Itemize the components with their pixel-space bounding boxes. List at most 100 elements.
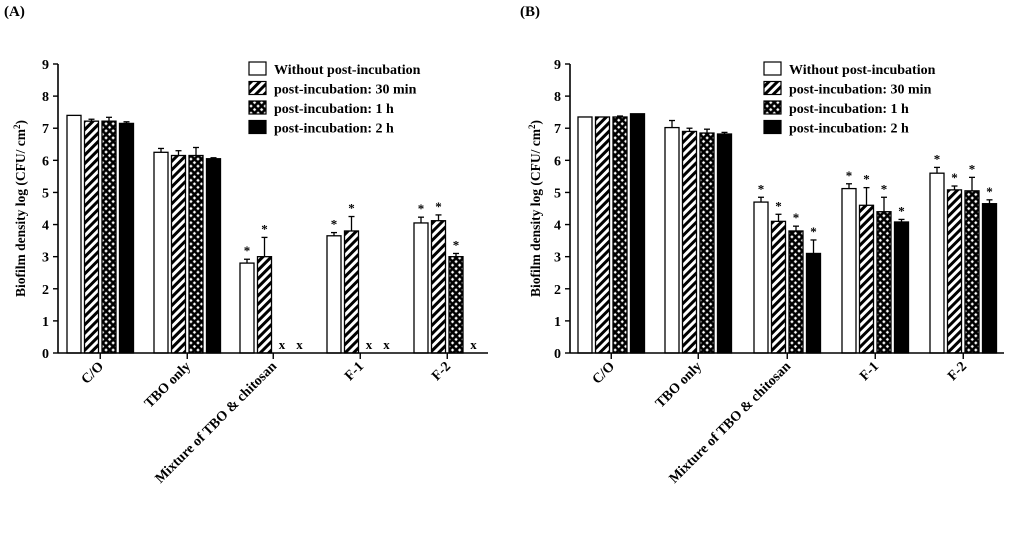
bar [770,220,787,354]
bar [929,172,945,354]
bar [205,158,222,354]
significance-mark: * [348,201,355,216]
bar [448,256,464,354]
panel-a: (A) 0 1 2 3 4 5 6 7 8 9 Biofilm density log (CFU/ c… [4,4,488,487]
bar [893,221,910,354]
legend-swatch [763,100,782,115]
bar [716,133,733,354]
bar [83,120,100,354]
panel-label: (A) [4,4,25,20]
legend-label: post-incubation: 2 h [274,122,394,137]
y-tick-label: 2 [554,283,561,298]
panel-label: (B) [520,4,540,20]
bar [788,230,804,354]
y-tick-label: 6 [42,154,49,169]
x-tick-label: C/O [79,359,107,387]
significance-mark: * [244,243,251,258]
bar [577,116,593,354]
y-tick-label: 4 [554,219,561,234]
no-data-x-mark: x [296,337,303,352]
bar [188,154,204,354]
bar [66,114,82,354]
legend-label: post-incubation: 1 h [789,102,909,117]
bar [805,252,822,354]
significance-mark: * [435,199,442,214]
x-tick-label: F-2 [429,359,454,384]
significance-mark: * [775,198,782,213]
bar [239,262,255,354]
significance-mark: * [934,151,941,166]
legend-label: Without post-incubation [274,63,421,78]
legend-swatch [763,61,782,76]
significance-mark: * [453,237,460,252]
significance-mark: * [951,170,958,185]
legend-label: post-incubation: 30 min [789,83,932,98]
y-tick-label: 8 [554,90,561,105]
bar [153,151,169,354]
no-data-x-mark: x [366,337,373,352]
bar [430,220,447,354]
y-tick-label: 6 [554,154,561,169]
y-axis-label: Biofilm density log (CFU/ cm2) [527,120,543,297]
bar [753,201,769,354]
y-tick-label: 8 [42,90,49,105]
significance-mark: * [986,184,993,199]
y-tick-label: 7 [42,122,49,137]
y-tick-label: 7 [554,122,561,137]
x-tick-label: TBO only [142,359,194,411]
bar [413,222,429,354]
bar [326,235,342,354]
y-tick-label: 1 [554,315,561,330]
bar [629,113,646,354]
bar [664,126,680,354]
x-tick-label: TBO only [653,359,705,411]
bar [594,116,611,354]
legend-swatch [248,119,267,135]
x-tick-label: F-1 [857,359,882,384]
y-tick-label: 4 [42,219,49,234]
legend-swatch [248,61,267,76]
y-tick-label: 0 [554,347,561,362]
y-tick-label: 5 [554,186,561,201]
bar [170,154,187,354]
no-data-x-mark: x [279,337,286,352]
significance-mark: * [846,168,853,183]
significance-mark: * [331,217,338,232]
bar [876,211,892,354]
bar [343,230,360,354]
bar [699,132,715,354]
bar [841,187,857,354]
legend-swatch [763,119,782,135]
significance-mark: * [793,210,800,225]
legend-label: post-incubation: 30 min [274,83,417,98]
bar [118,122,135,354]
x-tick-label: F-2 [945,359,970,384]
significance-mark: * [810,224,817,239]
bar [612,116,628,354]
significance-mark: * [898,203,905,218]
bar [101,120,117,354]
no-data-x-mark: x [470,337,477,352]
x-tick-label: F-1 [342,359,367,384]
significance-mark: * [863,172,870,187]
x-tick-label: C/O [590,359,618,387]
legend-swatch [763,80,782,96]
bar [964,190,980,354]
panel-b: (B) 0 1 2 3 4 5 6 7 8 9 Biofilm density log (CFU/ c… [520,4,1004,487]
y-tick-label: 3 [554,251,561,266]
legend-label: Without post-incubation [789,63,936,78]
significance-mark: * [418,201,425,216]
y-tick-label: 1 [42,315,49,330]
y-tick-label: 9 [42,58,49,73]
bar [681,130,698,354]
bar [946,189,963,354]
y-axis-label: Biofilm density log (CFU/ cm2) [12,120,28,297]
legend-swatch [248,100,267,115]
y-tick-label: 2 [42,283,49,298]
legend-swatch [248,80,267,96]
legend-label: post-incubation: 2 h [789,122,909,137]
no-data-x-mark: x [383,337,390,352]
y-tick-label: 0 [42,347,49,362]
